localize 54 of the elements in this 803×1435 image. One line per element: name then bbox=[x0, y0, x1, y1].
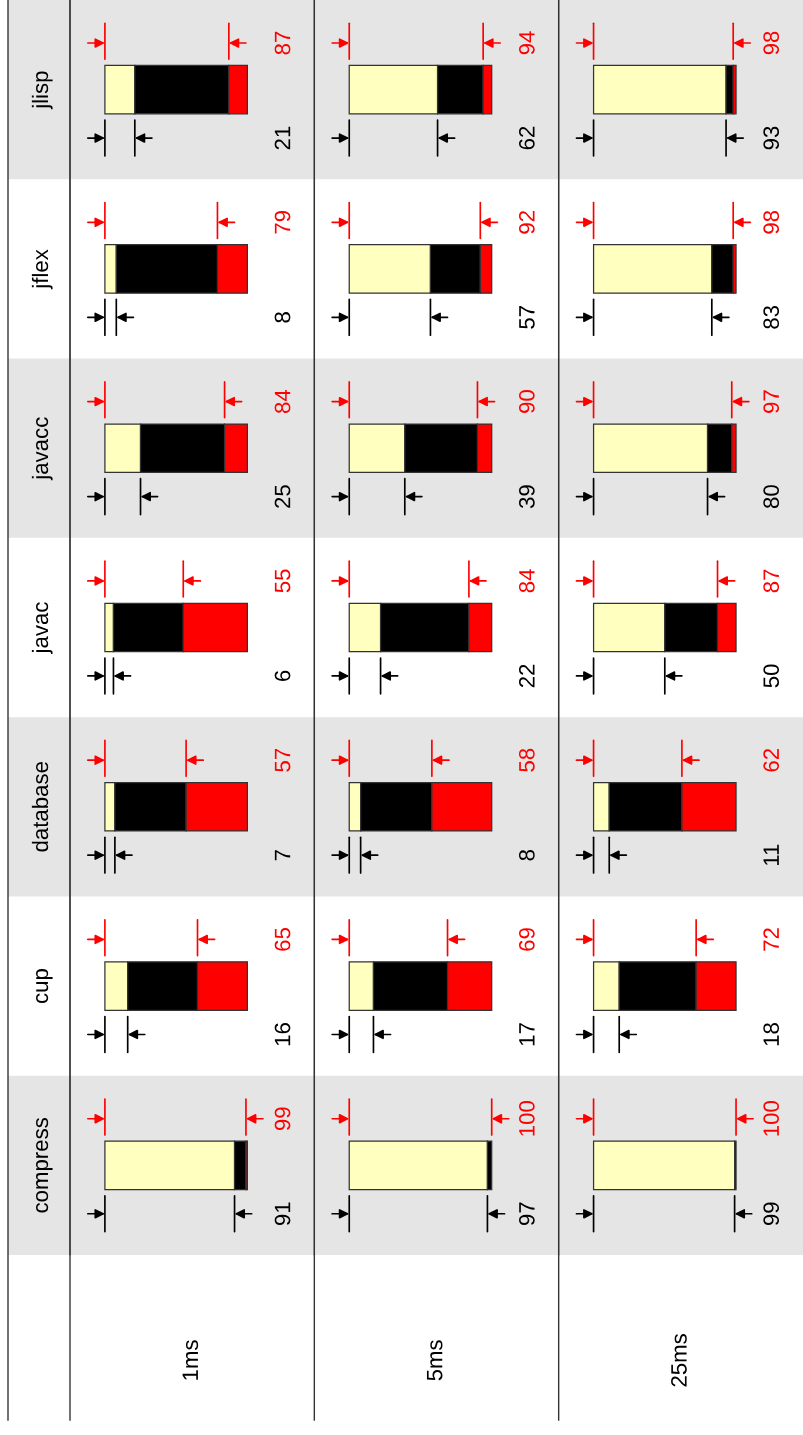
data-label: 50 bbox=[763, 664, 780, 688]
text: 87 bbox=[763, 569, 780, 593]
text: 99 bbox=[274, 1107, 291, 1131]
data-label: 16 bbox=[274, 1023, 291, 1046]
text: 97 bbox=[763, 390, 780, 413]
text: 25ms bbox=[671, 1334, 687, 1387]
data-label: 6 bbox=[274, 670, 291, 681]
data-label: 93 bbox=[763, 126, 780, 150]
text: 79 bbox=[274, 211, 291, 234]
text: 1ms bbox=[182, 1340, 199, 1380]
text: 69 bbox=[518, 928, 535, 951]
text: 55 bbox=[274, 569, 291, 593]
bar bbox=[592, 1140, 736, 1191]
text: 84 bbox=[518, 569, 535, 593]
text: 94 bbox=[518, 31, 535, 55]
text: 98 bbox=[763, 210, 780, 234]
text: 58 bbox=[518, 748, 535, 772]
data-label: 99 bbox=[763, 1202, 780, 1226]
text: 100 bbox=[763, 1101, 780, 1136]
text: 5ms bbox=[426, 1340, 443, 1381]
y-tick-label: database bbox=[31, 762, 49, 852]
text: 87 bbox=[274, 31, 291, 55]
text: 65 bbox=[274, 928, 291, 951]
text: 84 bbox=[274, 389, 291, 413]
data-label: 62 bbox=[518, 126, 535, 150]
data-label: 7 bbox=[274, 850, 291, 861]
data-label: 8 bbox=[518, 849, 535, 861]
data-label: 91 bbox=[274, 1202, 291, 1226]
data-label: 11 bbox=[763, 844, 779, 866]
y-tick-label: jflex bbox=[31, 249, 53, 290]
y-tick-label: javac bbox=[31, 602, 53, 654]
y-tick-label: cup bbox=[36, 969, 53, 1004]
data-label: 97 bbox=[518, 1202, 535, 1226]
text: 92 bbox=[518, 211, 535, 234]
text: 72 bbox=[763, 928, 779, 951]
bar bbox=[348, 1140, 489, 1191]
text: 100 bbox=[518, 1101, 535, 1136]
data-label: 21 bbox=[274, 126, 291, 150]
data-label: 57 bbox=[519, 306, 535, 329]
text: 90 bbox=[518, 390, 535, 413]
text: 57 bbox=[274, 748, 291, 772]
data-label: 25 bbox=[274, 485, 291, 508]
y-tick-label: compress bbox=[36, 1118, 53, 1213]
data-label: 39 bbox=[518, 485, 535, 509]
data-label: 83 bbox=[763, 305, 780, 329]
data-label: 18 bbox=[763, 1023, 780, 1046]
text: 98 bbox=[763, 31, 780, 55]
y-tick-label: javacc bbox=[31, 417, 53, 481]
text: 62 bbox=[763, 748, 780, 772]
data-label: 80 bbox=[763, 485, 780, 509]
data-label: 17 bbox=[519, 1023, 535, 1046]
y-tick-label: jlisp bbox=[31, 71, 53, 110]
data-label: 8 bbox=[274, 312, 291, 323]
data-label: 22 bbox=[518, 664, 535, 688]
